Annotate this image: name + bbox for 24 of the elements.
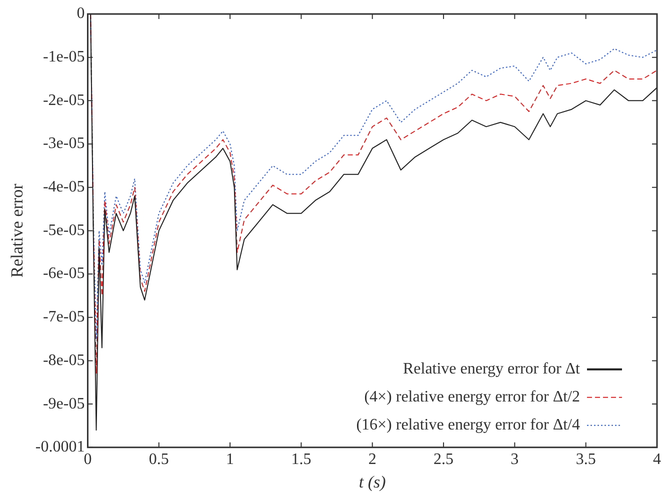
x-tick-label: 1.5 <box>291 451 312 468</box>
y-tick-label: -7e-05 <box>42 308 85 326</box>
x-tick-label: 4 <box>653 451 661 468</box>
y-tick-label: -0.0001 <box>35 438 85 456</box>
legend-label: (4×) relative energy error for Δt/2 <box>364 388 580 406</box>
y-tick-label: -5e-05 <box>42 222 85 239</box>
y-tick-label: -8e-05 <box>42 352 85 369</box>
y-tick-label: -4e-05 <box>42 178 85 196</box>
legend-label: (16×) relative energy error for Δt/4 <box>356 416 580 434</box>
y-tick-label: -3e-05 <box>42 135 85 152</box>
x-tick-label: 0.5 <box>148 451 169 468</box>
x-tick-label: 1 <box>226 451 234 468</box>
legend-label: Relative energy error for Δt <box>402 360 581 378</box>
y-axis-title: Relative error <box>8 183 27 278</box>
y-tick-label: -9e-05 <box>42 395 85 412</box>
y-tick-label: 0 <box>76 5 85 22</box>
x-tick-label: 2 <box>368 451 376 468</box>
y-tick-label: -1e-05 <box>42 48 85 66</box>
x-tick-label: 3.5 <box>576 451 596 468</box>
x-tick-label: 2.5 <box>434 451 454 468</box>
y-tick-label: -2e-05 <box>42 92 85 109</box>
y-tick-label: -6e-05 <box>42 265 85 282</box>
x-tick-label: 3 <box>510 451 519 468</box>
x-axis-title: t (s) <box>358 472 386 492</box>
